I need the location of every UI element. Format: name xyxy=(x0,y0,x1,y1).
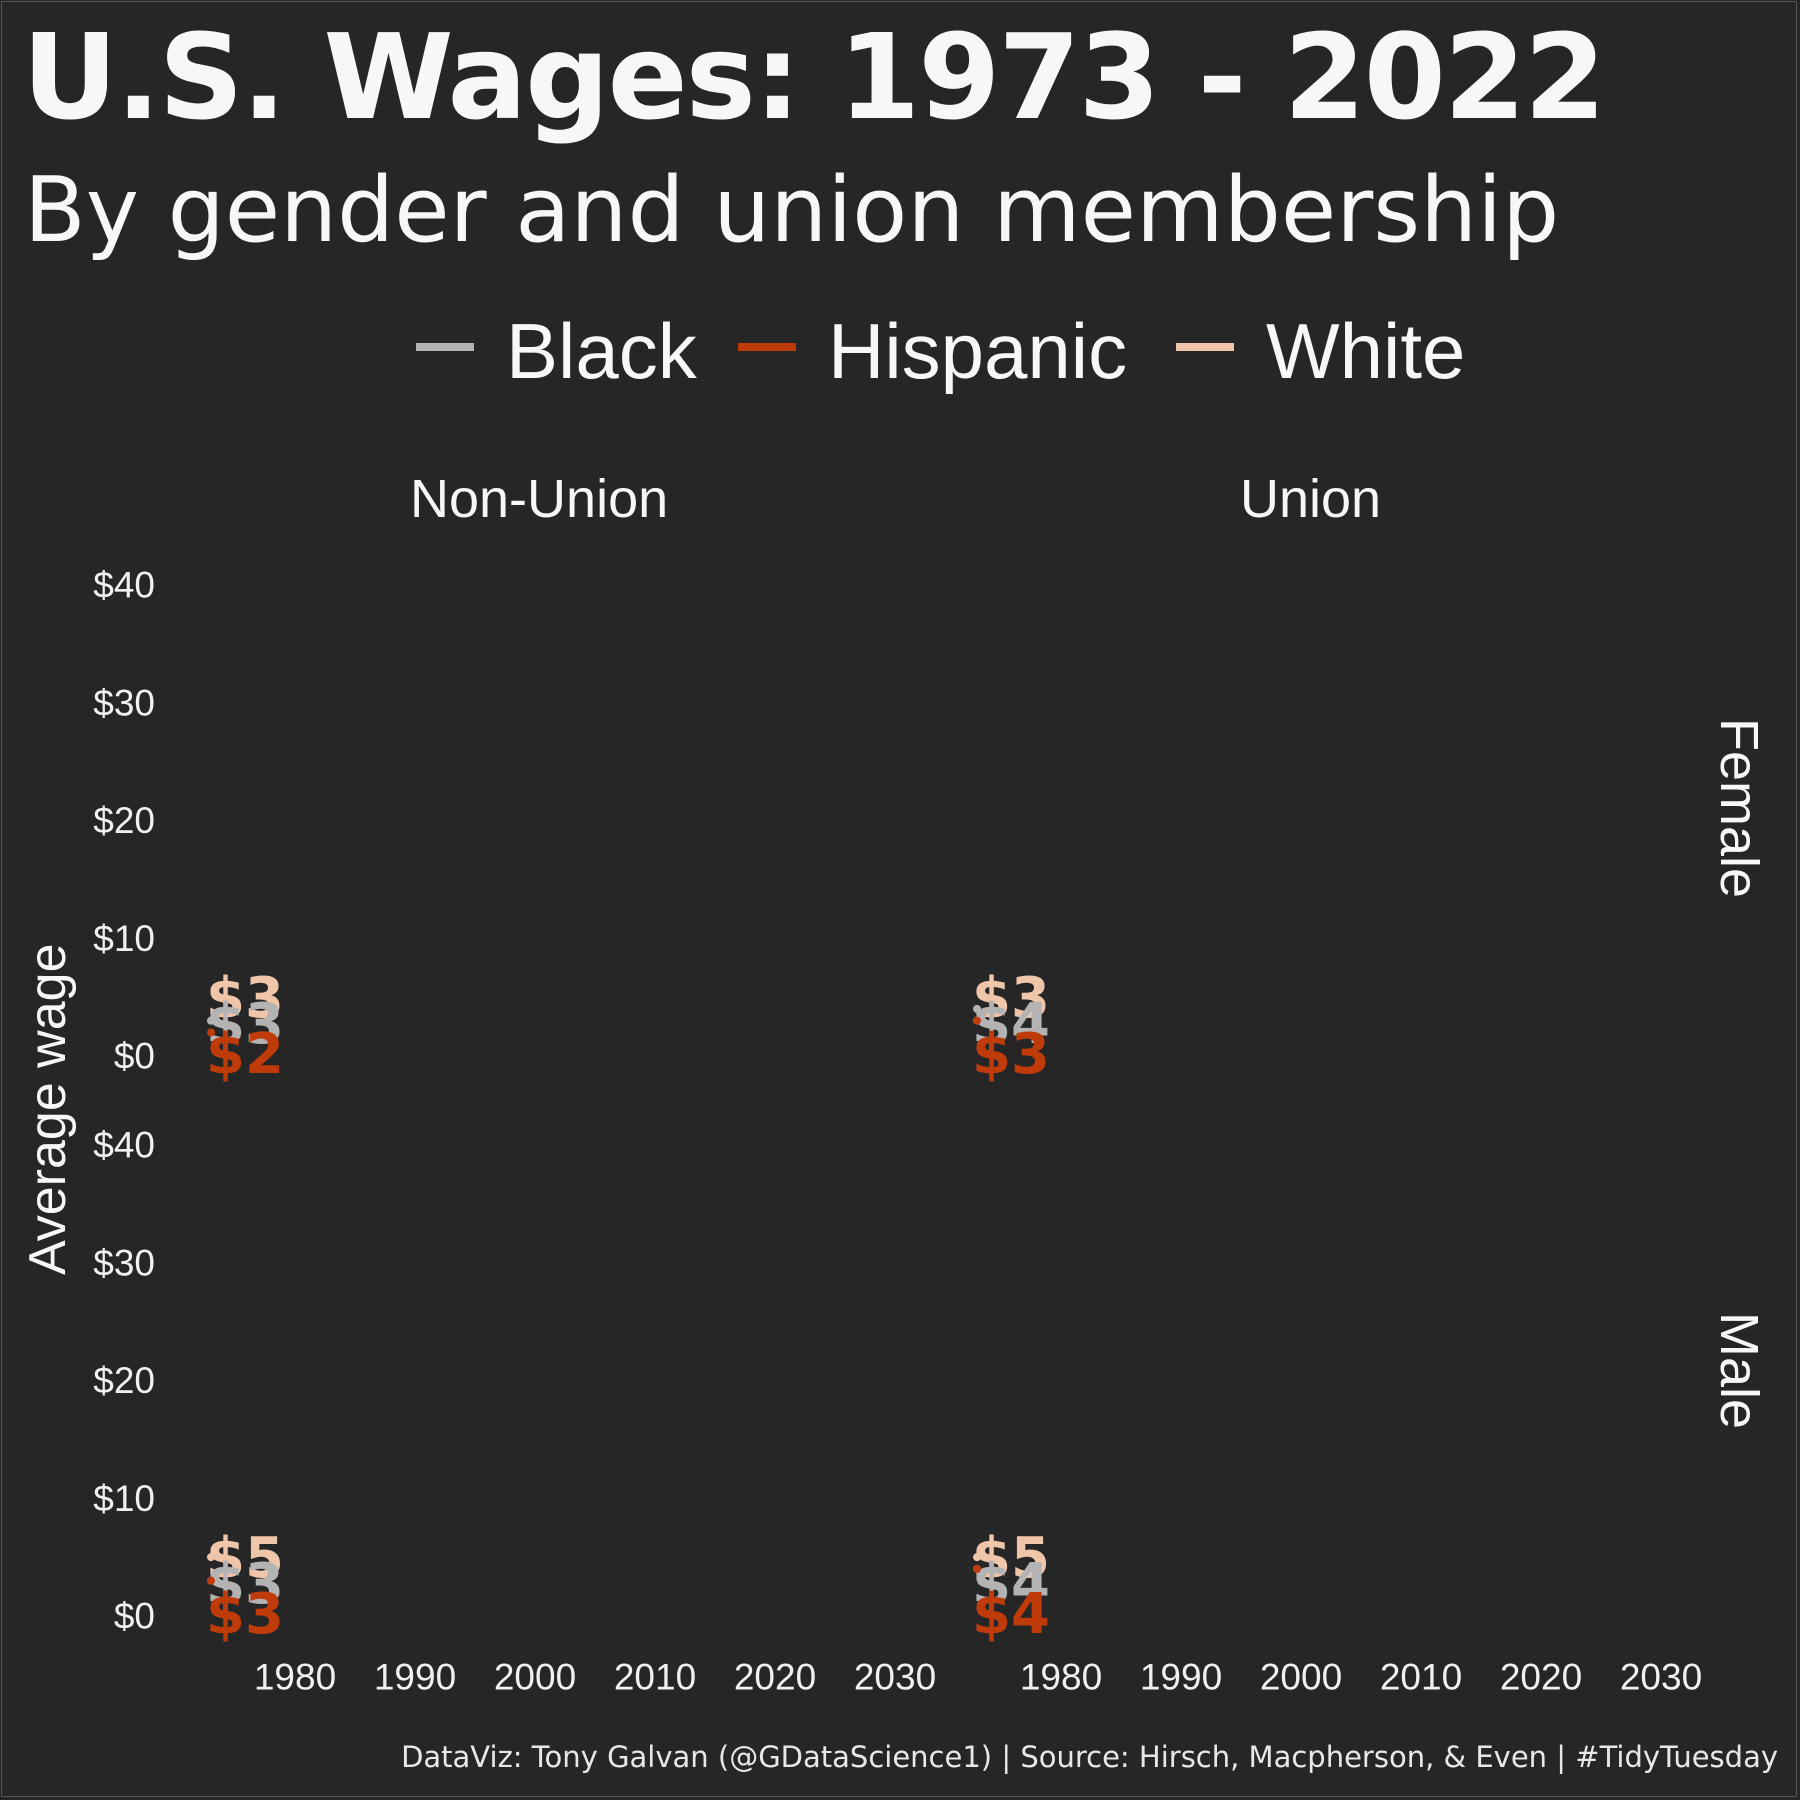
x-tick-label-non-union-2000: 2000 xyxy=(494,1657,576,1698)
data-label-hispanic-union-male: $4 xyxy=(972,1582,1050,1647)
x-tick-label-non-union-2030: 2030 xyxy=(854,1657,936,1698)
series-point-hispanic-non-union-male xyxy=(207,1576,215,1585)
x-tick-label-non-union-1980: 1980 xyxy=(254,1657,336,1698)
x-tick-label-union-2030: 2030 xyxy=(1620,1657,1702,1698)
facet-strip-union: Union xyxy=(1240,469,1382,529)
facet-strip-non-union: Non-Union xyxy=(410,469,669,529)
x-tick-label-non-union-2010: 2010 xyxy=(614,1657,696,1698)
series-point-hispanic-union-male xyxy=(973,1564,981,1573)
x-tick-label-union-1990: 1990 xyxy=(1140,1657,1222,1698)
y-tick-label-female-40: $40 xyxy=(93,565,155,606)
x-tick-label-non-union-2020: 2020 xyxy=(734,1657,816,1698)
legend-label-white: White xyxy=(1266,307,1466,395)
data-label-black-union-male: $4 xyxy=(972,1552,1050,1617)
legend-label-hispanic: Hispanic xyxy=(828,307,1128,395)
y-tick-label-male-30: $30 xyxy=(93,1242,155,1283)
y-tick-label-male-20: $20 xyxy=(93,1360,155,1401)
legend-key-white xyxy=(1176,343,1234,351)
data-label-white-non-union-female: $3 xyxy=(206,966,284,1031)
data-label-hispanic-non-union-female: $2 xyxy=(206,1022,284,1087)
chart-title: U.S. Wages: 1973 - 2022 xyxy=(22,8,1606,146)
data-label-black-non-union-male: $3 xyxy=(206,1552,284,1617)
x-tick-label-union-2020: 2020 xyxy=(1500,1657,1582,1698)
legend-key-hispanic xyxy=(738,343,796,351)
data-label-black-non-union-female: $3 xyxy=(206,992,284,1057)
series-point-hispanic-union-female xyxy=(973,1016,981,1025)
series-point-white-union-male xyxy=(973,1553,981,1562)
caption: DataViz: Tony Galvan (@GDataScience1) | … xyxy=(401,1740,1778,1774)
y-tick-label-male-40: $40 xyxy=(93,1125,155,1166)
y-tick-label-male-0: $0 xyxy=(114,1596,155,1637)
data-label-black-union-female: $4 xyxy=(972,992,1050,1057)
y-tick-label-female-30: $30 xyxy=(93,682,155,723)
data-label-white-union-male: $5 xyxy=(972,1526,1050,1591)
legend-label-black: Black xyxy=(506,307,697,395)
y-tick-label-female-20: $20 xyxy=(93,800,155,841)
legend: Black Hispanic White xyxy=(0,300,1800,395)
x-tick-label-union-1980: 1980 xyxy=(1020,1657,1102,1698)
data-label-white-union-female: $3 xyxy=(972,966,1050,1031)
x-tick-label-union-2010: 2010 xyxy=(1380,1657,1462,1698)
series-point-black-non-union-female xyxy=(207,1016,215,1025)
data-label-hispanic-non-union-male: $3 xyxy=(206,1582,284,1647)
data-label-hispanic-union-female: $3 xyxy=(972,1022,1050,1087)
x-tick-label-union-2000: 2000 xyxy=(1260,1657,1342,1698)
series-point-white-non-union-male xyxy=(207,1553,215,1562)
y-tick-label-female-0: $0 xyxy=(114,1036,155,1077)
legend-key-black xyxy=(416,343,474,351)
y-tick-label-male-10: $10 xyxy=(93,1478,155,1519)
chart-subtitle: By gender and union membership xyxy=(24,158,1560,263)
y-tick-label-female-10: $10 xyxy=(93,918,155,959)
series-point-hispanic-non-union-female xyxy=(207,1028,215,1037)
data-label-white-non-union-male: $5 xyxy=(206,1526,284,1591)
x-tick-label-non-union-1990: 1990 xyxy=(374,1657,456,1698)
series-point-black-union-female xyxy=(973,1004,981,1013)
